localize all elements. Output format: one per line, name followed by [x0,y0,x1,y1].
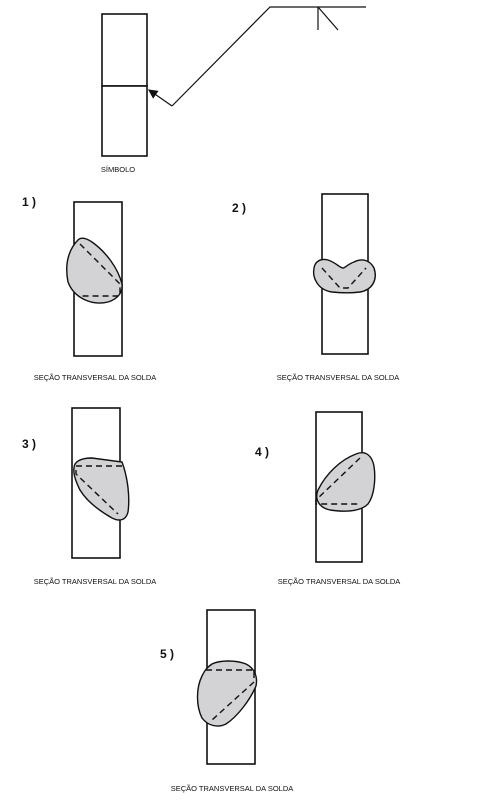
symbol-leader-line [171,6,366,107]
option-1: 1 ) SEÇÃO TRANSVERSAL DA SOLDA [22,195,156,382]
option-2-dashed-bevel [321,267,367,289]
symbol-caption: SÍMBOLO [101,165,135,174]
option-5-number: 5 ) [160,647,174,661]
option-3-number: 3 ) [22,437,36,451]
symbol-top-plate [101,13,148,87]
symbol-bottom-plate [101,85,148,157]
option-2-weld [312,258,376,294]
option-4-dashed-bevel [315,457,361,505]
option-5-caption: SEÇÃO TRANSVERSAL DA SOLDA [171,784,294,793]
option-4-caption: SEÇÃO TRANSVERSAL DA SOLDA [278,577,401,586]
option-5-dashed-bevel [206,669,255,721]
option-1-dashed-bevel [78,243,121,297]
option-4: 4 ) SEÇÃO TRANSVERSAL DA SOLDA [255,411,401,586]
option-3-weld [73,457,130,521]
option-3-dashed-bevel [75,465,122,515]
option-2-caption: SEÇÃO TRANSVERSAL DA SOLDA [277,373,400,382]
option-5-weld [196,660,258,727]
option-2: 2 ) SEÇÃO TRANSVERSAL DA SOLDA [232,193,400,382]
option-5: 5 ) SEÇÃO TRANSVERSAL DA SOLDA [160,609,294,793]
option-1-weld [66,237,123,304]
option-2-number: 2 ) [232,201,246,215]
option-3-caption: SEÇÃO TRANSVERSAL DA SOLDA [34,577,157,586]
option-4-number: 4 ) [255,445,269,459]
option-3: 3 ) SEÇÃO TRANSVERSAL DA SOLDA [22,407,157,586]
symbol-figure: SÍMBOLO [101,6,366,174]
symbol-arrow [148,89,173,107]
option-1-number: 1 ) [22,195,36,209]
option-1-caption: SEÇÃO TRANSVERSAL DA SOLDA [34,373,157,382]
option-4-weld [316,452,376,512]
symbol-bevel-mark [317,6,339,31]
